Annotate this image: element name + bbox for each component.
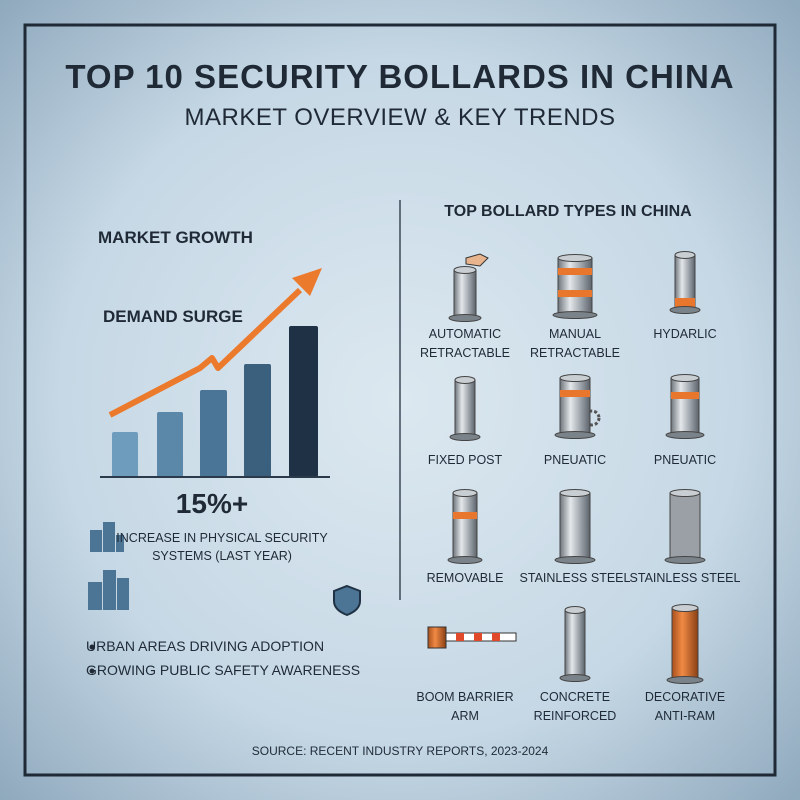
stat-text: INCREASE IN PHYSICAL SECURITY SYSTEMS (L… — [116, 529, 327, 565]
label-line: REMOVABLE — [426, 571, 504, 585]
title: TOP 10 SECURITY BOLLARDS IN CHINA — [65, 58, 735, 95]
bullet-dot — [89, 644, 95, 650]
bollard-label: PNEUATIC — [544, 451, 606, 470]
label-line: RETRACTABLE — [529, 346, 621, 360]
bollard-label: FIXED POST — [428, 451, 502, 470]
frame — [23, 23, 777, 777]
label-line: STAINLESS STEEL — [629, 571, 741, 585]
label-line: PNEUATIC — [543, 453, 607, 467]
label-line: RETRACTABLE — [419, 346, 511, 360]
label-line: STAINLESS STEEL — [519, 571, 631, 585]
bullet: URBAN AREAS DRIVING ADOPTION — [86, 638, 325, 654]
bollard-icons — [427, 251, 706, 684]
stat-value: 15%+ — [175, 488, 249, 519]
label-line: ANTI-RAM — [654, 709, 716, 723]
source: SOURCE: RECENT INDUSTRY REPORTS, 2023-20… — [251, 744, 549, 758]
bullet-dot — [89, 668, 95, 674]
bullet: GROWING PUBLIC SAFETY AWARENESS — [86, 662, 361, 678]
bollard-label: STAINLESS STEEL — [520, 569, 631, 588]
bollard-label: AUTOMATIC RETRACTABLE — [420, 325, 510, 363]
stat-line: INCREASE IN PHYSICAL SECURITY — [116, 531, 328, 545]
bollard-label: PNEUATIC — [654, 451, 716, 470]
stat-line: SYSTEMS (LAST YEAR) — [152, 549, 292, 563]
section-subheading: DEMAND SURGE — [103, 307, 243, 326]
growth-illustration — [100, 268, 330, 478]
bollard-label: REMOVABLE — [427, 569, 504, 588]
bollard-label: BOOM BARRIER ARM — [416, 688, 513, 726]
label-line: ARM — [451, 709, 479, 723]
bollard-label: CONCRETE REINFORCED — [534, 688, 617, 726]
label-line: FIXED POST — [427, 453, 503, 467]
label-line: MANUAL — [548, 327, 602, 341]
shield-icon — [333, 584, 361, 617]
bollard-label: HYDARLIC — [653, 325, 716, 344]
bollard-label: STAINLESS STEEL — [630, 569, 741, 588]
label-line: DECORATIVE — [644, 690, 726, 704]
building-icons — [88, 522, 129, 610]
types-title: TOP BOLLARD TYPES IN CHINA — [444, 203, 692, 220]
bollard-label: DECORATIVE ANTI-RAM — [645, 688, 725, 726]
bollard-label: MANUAL RETRACTABLE — [530, 325, 620, 363]
subtitle: MARKET OVERVIEW & KEY TRENDS — [184, 104, 616, 131]
label-line: AUTOMATIC — [428, 327, 502, 341]
section-heading: MARKET GROWTH — [98, 228, 253, 247]
label-line: BOOM BARRIER — [416, 690, 514, 704]
label-line: PNEUATIC — [653, 453, 717, 467]
label-line: REINFORCED — [533, 709, 617, 723]
label-line: HYDARLIC — [653, 327, 717, 341]
label-line: CONCRETE — [539, 690, 611, 704]
